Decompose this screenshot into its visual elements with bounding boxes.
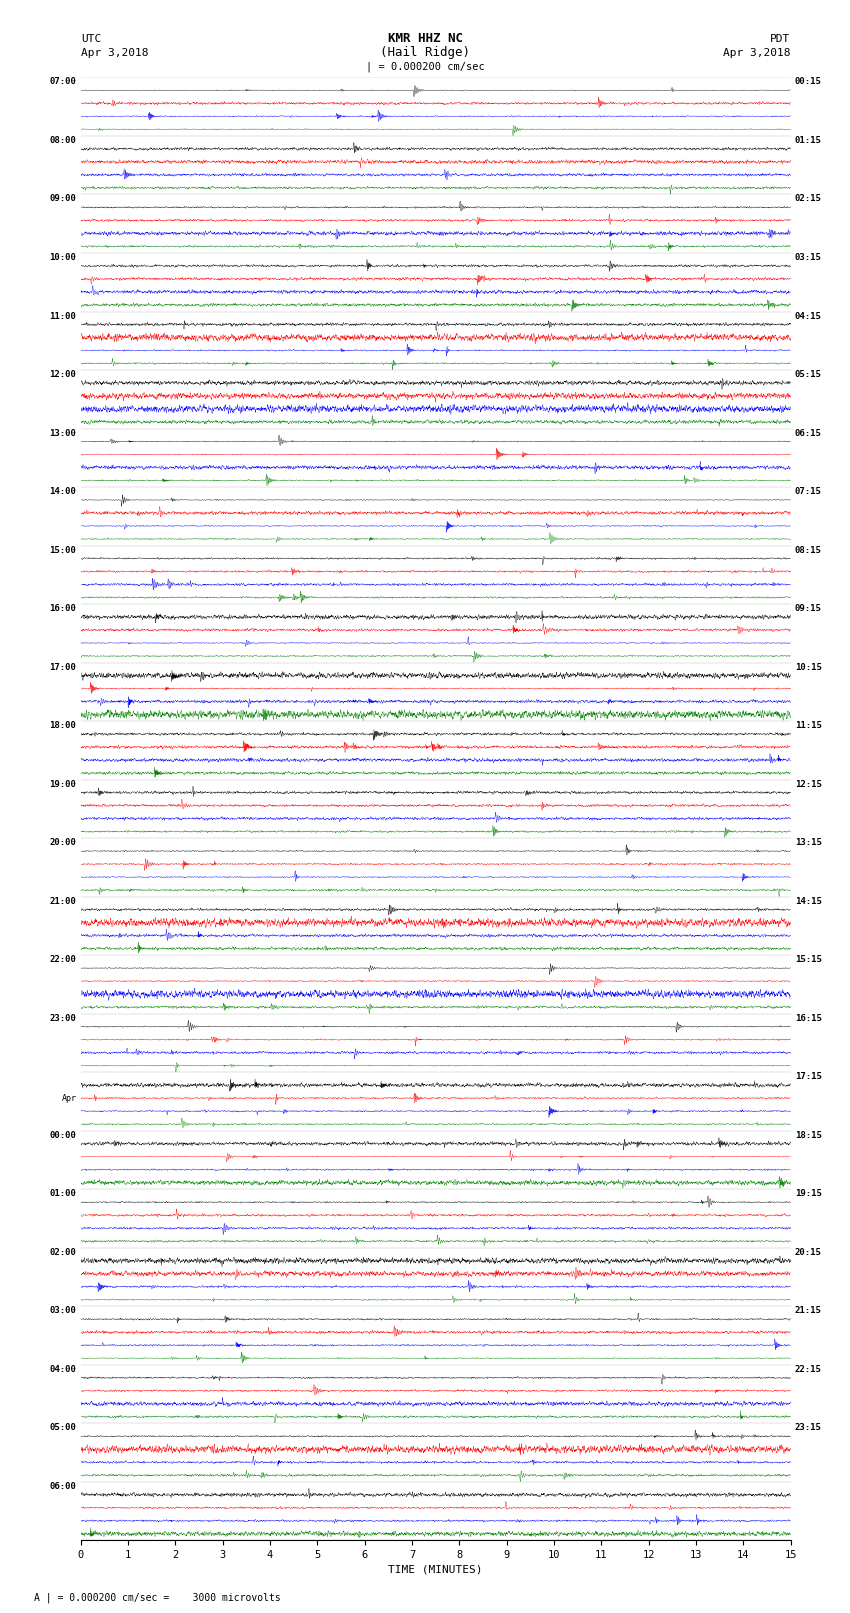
Text: 12:15: 12:15	[795, 779, 822, 789]
Text: 21:00: 21:00	[49, 897, 76, 905]
Text: 05:15: 05:15	[795, 369, 822, 379]
Text: KMR HHZ NC: KMR HHZ NC	[388, 32, 462, 45]
Text: 16:15: 16:15	[795, 1013, 822, 1023]
Text: 15:15: 15:15	[795, 955, 822, 965]
Text: 10:15: 10:15	[795, 663, 822, 671]
Text: 09:00: 09:00	[49, 195, 76, 203]
Text: 06:15: 06:15	[795, 429, 822, 437]
Text: 04:00: 04:00	[49, 1365, 76, 1374]
Text: 19:15: 19:15	[795, 1189, 822, 1198]
Text: 14:00: 14:00	[49, 487, 76, 497]
Text: 22:00: 22:00	[49, 955, 76, 965]
Text: 15:00: 15:00	[49, 545, 76, 555]
Text: 07:15: 07:15	[795, 487, 822, 497]
Text: Apr 3,2018: Apr 3,2018	[81, 48, 148, 58]
Text: 17:15: 17:15	[795, 1073, 822, 1081]
Text: UTC: UTC	[81, 34, 101, 44]
Text: 11:00: 11:00	[49, 311, 76, 321]
Text: 18:15: 18:15	[795, 1131, 822, 1140]
Text: 01:00: 01:00	[49, 1189, 76, 1198]
Text: 03:00: 03:00	[49, 1307, 76, 1315]
Text: 21:15: 21:15	[795, 1307, 822, 1315]
Text: 20:00: 20:00	[49, 839, 76, 847]
Text: 16:00: 16:00	[49, 605, 76, 613]
Text: 05:00: 05:00	[49, 1423, 76, 1432]
Text: 03:15: 03:15	[795, 253, 822, 261]
Text: 08:15: 08:15	[795, 545, 822, 555]
Text: 14:15: 14:15	[795, 897, 822, 905]
Text: 18:00: 18:00	[49, 721, 76, 731]
X-axis label: TIME (MINUTES): TIME (MINUTES)	[388, 1565, 483, 1574]
Text: 13:00: 13:00	[49, 429, 76, 437]
Text: 08:00: 08:00	[49, 135, 76, 145]
Text: 19:00: 19:00	[49, 779, 76, 789]
Text: 10:00: 10:00	[49, 253, 76, 261]
Text: 00:00: 00:00	[49, 1131, 76, 1140]
Text: 00:15: 00:15	[795, 77, 822, 87]
Text: 06:00: 06:00	[49, 1482, 76, 1490]
Text: PDT: PDT	[770, 34, 790, 44]
Text: A | = 0.000200 cm/sec =    3000 microvolts: A | = 0.000200 cm/sec = 3000 microvolts	[34, 1592, 280, 1603]
Text: 01:15: 01:15	[795, 135, 822, 145]
Text: 23:00: 23:00	[49, 1013, 76, 1023]
Text: 07:00: 07:00	[49, 77, 76, 87]
Text: (Hail Ridge): (Hail Ridge)	[380, 47, 470, 60]
Text: 09:15: 09:15	[795, 605, 822, 613]
Text: 04:15: 04:15	[795, 311, 822, 321]
Text: 23:15: 23:15	[795, 1423, 822, 1432]
Text: Apr: Apr	[61, 1094, 76, 1103]
Text: 02:00: 02:00	[49, 1248, 76, 1257]
Text: 17:00: 17:00	[49, 663, 76, 671]
Text: 12:00: 12:00	[49, 369, 76, 379]
Text: 02:15: 02:15	[795, 195, 822, 203]
Text: 11:15: 11:15	[795, 721, 822, 731]
Text: Apr 3,2018: Apr 3,2018	[723, 48, 791, 58]
Text: 20:15: 20:15	[795, 1248, 822, 1257]
Text: 13:15: 13:15	[795, 839, 822, 847]
Text: | = 0.000200 cm/sec: | = 0.000200 cm/sec	[366, 61, 484, 73]
Text: 22:15: 22:15	[795, 1365, 822, 1374]
